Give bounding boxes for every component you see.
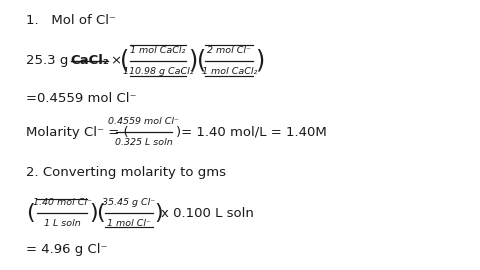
Text: ): ) [188,49,197,73]
Text: 1 mol Cl⁻: 1 mol Cl⁻ [107,219,151,228]
Text: (: ( [197,49,206,73]
Text: 35.45 g Cl⁻: 35.45 g Cl⁻ [102,198,155,207]
Text: 2. Converting molarity to gms: 2. Converting molarity to gms [26,166,227,179]
Text: (: ( [96,203,105,223]
Text: ×: × [110,54,121,67]
Text: = 4.96 g Cl⁻: = 4.96 g Cl⁻ [26,243,108,256]
Text: Molarity Cl⁻ = (: Molarity Cl⁻ = ( [26,126,129,139]
Text: ): ) [154,203,163,223]
Text: 1 mol CaCl₂: 1 mol CaCl₂ [202,67,257,76]
Text: x 0.100 L soln: x 0.100 L soln [161,207,254,220]
Text: CaCl₂: CaCl₂ [71,54,109,67]
Text: 25.3 g: 25.3 g [26,54,73,67]
Text: 1 mol CaCl₂: 1 mol CaCl₂ [130,46,186,55]
Text: 1 L soln: 1 L soln [44,219,81,228]
Text: (: ( [120,49,129,73]
Text: 2 mol Cl⁻: 2 mol Cl⁻ [207,46,252,55]
Text: 1.40 mol Cl⁻: 1.40 mol Cl⁻ [33,198,92,207]
Text: 0.4559 mol Cl⁻: 0.4559 mol Cl⁻ [108,117,180,126]
Text: =0.4559 mol Cl⁻: =0.4559 mol Cl⁻ [26,92,137,105]
Text: )= 1.40 mol/L = 1.40M: )= 1.40 mol/L = 1.40M [176,126,326,139]
Text: ): ) [89,203,97,223]
Text: ): ) [255,49,264,73]
Text: 0.325 L soln: 0.325 L soln [115,138,173,147]
Text: 1.   Mol of Cl⁻: 1. Mol of Cl⁻ [26,14,117,27]
Text: (: ( [26,203,35,223]
Text: 110.98 g CaCl₂: 110.98 g CaCl₂ [123,67,193,76]
